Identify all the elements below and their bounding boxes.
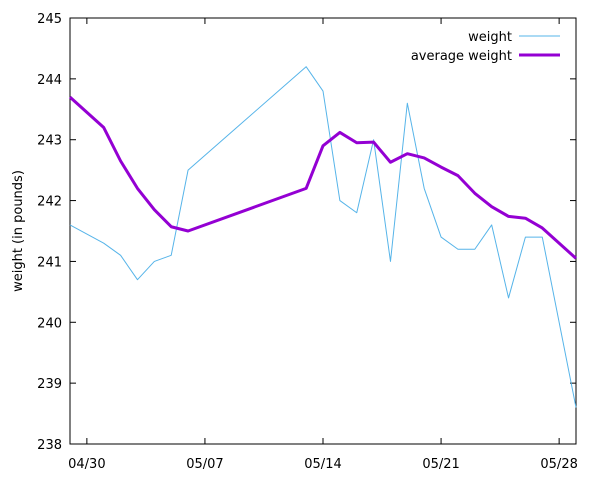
legend: weight average weight: [411, 30, 560, 64]
x-tick-label: 04/30: [68, 457, 105, 472]
legend-label: average weight: [411, 49, 512, 64]
y-tick-label: 244: [37, 73, 62, 88]
legend-label: weight: [468, 30, 512, 45]
x-tick-label: 05/28: [540, 457, 577, 472]
y-axis-label: weight (in pounds): [11, 170, 26, 292]
y-tick-label: 242: [37, 195, 62, 210]
plot-frame: [69, 17, 577, 445]
series-layer: [68, 66, 578, 408]
series-line-weight: [69, 66, 577, 408]
y-tick-label: 239: [37, 377, 62, 392]
plot-border: [69, 17, 577, 445]
y-tick-label: 243: [37, 134, 62, 149]
y-tick-label: 241: [37, 255, 62, 270]
x-axis: 04/30 05/07 05/14 05/21 05/28: [68, 18, 578, 472]
x-tick-label: 05/21: [422, 457, 459, 472]
y-tick-label: 238: [37, 438, 62, 453]
y-axis: 238 239 240 241 242 243 244 245: [37, 12, 576, 453]
y-tick-label: 245: [37, 12, 62, 27]
series-line-average-weight: [68, 95, 578, 260]
x-tick-label: 05/07: [186, 457, 223, 472]
y-tick-label: 240: [37, 316, 62, 331]
x-tick-label: 05/14: [304, 457, 341, 472]
